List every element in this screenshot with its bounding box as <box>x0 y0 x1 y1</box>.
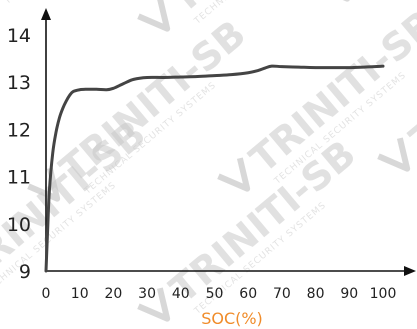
x-tick-label-20: 20 <box>104 286 122 302</box>
chart-axes <box>41 8 416 276</box>
x-tick-label-40: 40 <box>172 286 190 302</box>
x-tick-label-100: 100 <box>370 286 397 302</box>
watermark-logo-icon <box>317 0 351 2</box>
x-tick-label-60: 60 <box>239 286 257 302</box>
x-tick-label-50: 50 <box>206 286 224 302</box>
y-tick-label-14: 14 <box>7 25 31 47</box>
watermark-logo-icon <box>27 167 61 202</box>
watermark-text: TRINITI-SB <box>162 0 365 21</box>
y-tick-label-11: 11 <box>7 167 31 189</box>
x-axis-arrow <box>404 266 416 276</box>
x-tick-label-90: 90 <box>340 286 358 302</box>
series-layer <box>44 64 385 273</box>
watermark-logo-icon <box>217 157 251 192</box>
y-tick-label-13: 13 <box>7 72 31 94</box>
series-line-0 <box>44 64 385 273</box>
x-tick-label-80: 80 <box>307 286 325 302</box>
watermark-text: TRINITI-SB <box>0 0 174 1</box>
x-tick-label-0: 0 <box>42 286 51 302</box>
y-tick-label-10: 10 <box>7 214 31 236</box>
watermark-subtext: TECHNICAL SECURITY SYSTEMS <box>2 0 138 7</box>
x-tick-label-30: 30 <box>138 286 156 302</box>
watermark-logo-icon <box>377 137 411 172</box>
x-axis-label: SOC(%) <box>201 309 263 328</box>
y-tick-label-9: 9 <box>19 261 31 283</box>
x-tick-labels: 0 10 20 30 40 50 60 70 80 90 100 <box>42 286 397 302</box>
y-tick-labels: 9 10 11 12 13 14 <box>7 25 31 283</box>
x-tick-label-70: 70 <box>273 286 291 302</box>
x-tick-label-10: 10 <box>71 286 89 302</box>
watermark-logo-icon <box>137 287 171 322</box>
watermark-logo-icon <box>137 0 171 32</box>
y-axis-arrow <box>41 8 51 20</box>
y-tick-label-12: 12 <box>7 119 31 141</box>
